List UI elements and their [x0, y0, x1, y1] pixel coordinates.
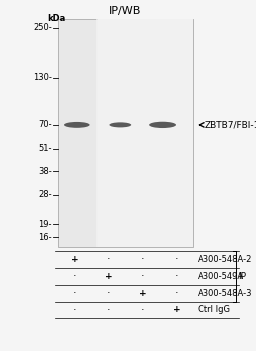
Text: ·: · — [175, 288, 178, 298]
Text: 250-: 250- — [33, 24, 52, 32]
Text: A300-548A-2: A300-548A-2 — [198, 255, 253, 264]
Text: ·: · — [73, 271, 76, 281]
Bar — [98, 19, 193, 247]
Text: ·: · — [73, 288, 76, 298]
Text: Ctrl IgG: Ctrl IgG — [198, 305, 230, 314]
Text: IP/WB: IP/WB — [109, 6, 142, 15]
Text: ·: · — [107, 305, 110, 315]
Text: +: + — [173, 305, 180, 314]
Text: ·: · — [141, 271, 144, 281]
Text: kDa: kDa — [47, 14, 66, 23]
Text: +: + — [105, 272, 112, 281]
Text: ZBTB7/FBI-1: ZBTB7/FBI-1 — [205, 120, 256, 130]
Text: ·: · — [175, 271, 178, 281]
Text: 70-: 70- — [38, 120, 52, 130]
Text: IP: IP — [238, 272, 246, 281]
Text: 38-: 38- — [38, 167, 52, 176]
Text: ·: · — [73, 305, 76, 315]
Text: 28-: 28- — [38, 190, 52, 199]
Text: ·: · — [175, 254, 178, 264]
Bar — [95, 19, 193, 247]
Text: ·: · — [107, 254, 110, 264]
Ellipse shape — [149, 122, 176, 128]
Bar — [58, 19, 193, 247]
Text: A300-549A: A300-549A — [198, 272, 244, 281]
Text: 130-: 130- — [33, 73, 52, 82]
Text: ·: · — [141, 305, 144, 315]
Text: 16-: 16- — [38, 233, 52, 242]
Text: 51-: 51- — [38, 145, 52, 153]
Text: +: + — [71, 255, 78, 264]
Text: A300-548A-3: A300-548A-3 — [198, 289, 253, 298]
Ellipse shape — [110, 122, 131, 127]
Text: ·: · — [141, 254, 144, 264]
Text: ·: · — [107, 288, 110, 298]
Ellipse shape — [64, 122, 90, 128]
Text: +: + — [138, 289, 146, 298]
Text: 19-: 19- — [38, 220, 52, 229]
